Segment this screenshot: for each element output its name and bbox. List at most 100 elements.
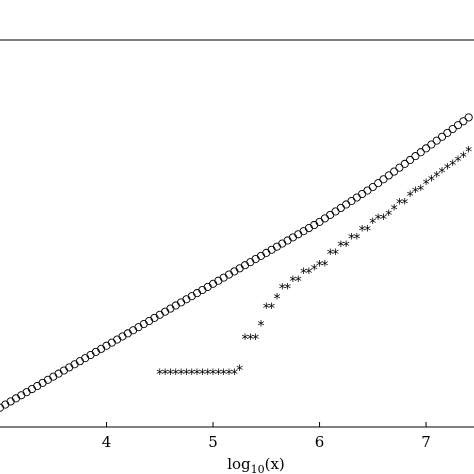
star-marker: * [284, 282, 291, 298]
star-marker: * [375, 212, 382, 228]
star-marker: * [407, 189, 414, 205]
star-marker: * [433, 169, 440, 185]
circle-marker [97, 344, 106, 353]
star-marker: * [385, 208, 392, 224]
circle-marker [208, 279, 218, 288]
star-marker: * [263, 301, 270, 317]
circle-marker [406, 155, 415, 165]
x-axis-title: log10(x) [227, 455, 285, 474]
circle-marker [102, 341, 111, 350]
star-marker: * [332, 247, 339, 263]
circle-marker [251, 254, 260, 264]
star-marker: * [311, 262, 318, 278]
circle-marker [65, 363, 74, 372]
circle-marker [320, 214, 329, 223]
circle-marker [411, 152, 420, 161]
circle-marker [49, 372, 58, 381]
circle-marker [22, 388, 31, 397]
star-marker: * [423, 177, 430, 193]
star-marker: * [348, 231, 355, 247]
series-circle-markers [0, 113, 473, 412]
star-marker: * [353, 231, 360, 247]
circle-marker [288, 233, 297, 242]
circle-marker [422, 144, 431, 153]
star-marker: * [257, 318, 264, 334]
star-marker: * [183, 367, 190, 383]
circle-marker [224, 270, 234, 279]
star-marker: * [417, 183, 424, 199]
circle-marker [379, 175, 388, 184]
star-marker: * [167, 367, 174, 383]
x-tick-label: 7 [421, 433, 431, 451]
x-axis-title-base: log [227, 455, 251, 473]
circle-marker [150, 313, 159, 322]
circle-marker [374, 179, 383, 188]
star-marker: * [364, 224, 371, 240]
circle-marker [443, 128, 452, 137]
circle-marker [240, 261, 250, 270]
circle-marker [118, 332, 127, 341]
circle-marker [246, 258, 255, 267]
star-marker: * [156, 367, 163, 383]
star-marker: * [252, 332, 259, 348]
circle-marker [352, 193, 361, 202]
circle-marker [235, 264, 244, 273]
star-marker: * [391, 202, 398, 218]
circle-marker [91, 347, 100, 356]
star-marker: * [279, 282, 286, 298]
star-marker: * [337, 239, 344, 255]
circle-marker [134, 323, 143, 332]
circle-marker [86, 350, 95, 360]
star-marker: * [268, 301, 275, 317]
star-marker: * [321, 258, 328, 274]
circle-marker [129, 326, 138, 335]
star-marker: * [236, 363, 243, 379]
data-points: ****************************************… [0, 113, 473, 412]
x-tick-label: 4 [102, 433, 112, 451]
star-marker: * [231, 367, 238, 383]
circle-marker [310, 220, 319, 230]
circle-marker [262, 248, 271, 257]
circle-marker [59, 366, 68, 375]
star-marker: * [300, 266, 307, 282]
circle-marker [219, 273, 228, 282]
star-marker: * [172, 367, 179, 383]
star-marker: * [449, 158, 456, 174]
plot-axes [0, 39, 474, 428]
circle-marker [347, 196, 356, 206]
circle-marker [182, 295, 191, 304]
circle-marker [171, 301, 180, 310]
star-marker: * [439, 166, 446, 182]
star-marker: * [215, 367, 222, 383]
circle-marker [342, 200, 351, 209]
x-tick-label: 6 [315, 433, 325, 451]
circle-marker [326, 210, 335, 219]
circle-marker [81, 354, 90, 363]
circle-marker [283, 236, 292, 245]
star-marker: * [178, 367, 185, 383]
circle-marker [155, 310, 164, 319]
star-marker: * [295, 274, 302, 290]
star-marker: * [194, 367, 201, 383]
circle-marker [363, 186, 372, 195]
circle-marker [368, 183, 377, 192]
star-marker: * [444, 162, 451, 178]
circle-marker [198, 285, 207, 295]
star-marker: * [305, 266, 312, 282]
circle-marker [11, 394, 21, 403]
circle-marker [27, 385, 37, 394]
circle-marker [113, 335, 122, 344]
star-marker: * [226, 367, 233, 383]
circle-marker [230, 267, 239, 276]
circle-marker [75, 357, 84, 366]
circle-marker [453, 121, 463, 130]
circle-marker [294, 230, 303, 239]
x-axis-title-argument: (x) [265, 455, 285, 473]
circle-marker [107, 338, 116, 347]
circle-marker [267, 245, 276, 254]
circle-marker [38, 378, 47, 387]
star-marker: * [188, 367, 195, 383]
circle-marker [1, 400, 10, 409]
star-marker: * [220, 367, 227, 383]
